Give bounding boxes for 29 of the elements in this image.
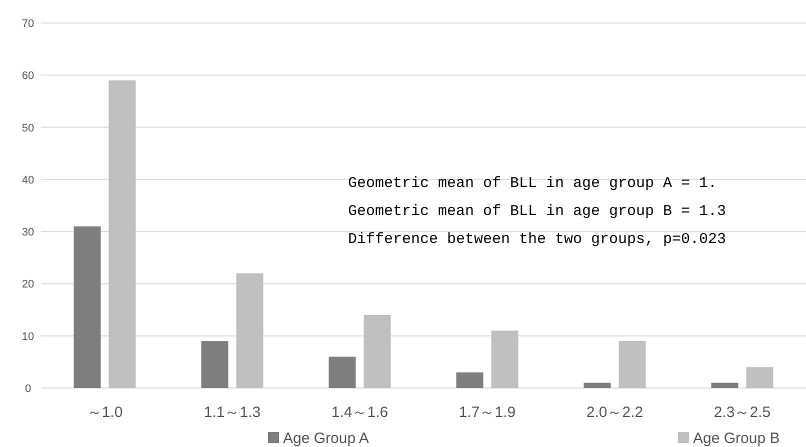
bar: [711, 382, 738, 388]
y-tick-label: 40: [22, 174, 34, 186]
x-tick-label: ～1.0: [86, 404, 123, 421]
y-tick-label: 50: [22, 122, 34, 134]
bar: [618, 341, 646, 388]
bar: [328, 356, 356, 388]
y-tick-label: 20: [22, 278, 34, 291]
bar: [364, 315, 391, 388]
bar: [584, 382, 611, 388]
y-tick-label: 60: [22, 70, 34, 82]
x-tick-label: 1.4～1.6: [331, 404, 388, 421]
bar: [456, 372, 484, 388]
y-tick-label: 0: [24, 383, 32, 395]
x-tick-label: 2.0～2.2: [586, 404, 644, 421]
bar: [491, 330, 518, 388]
bar: [74, 226, 101, 388]
y-tick-label: 70: [22, 18, 34, 30]
x-tick-label: 1.7～1.9: [458, 404, 516, 421]
bar: [746, 367, 774, 388]
x-tick-label: 2.3～2.5: [714, 404, 771, 421]
x-tick-label: 1.1～1.3: [204, 404, 261, 421]
bar: [201, 341, 228, 388]
y-tick-label: 30: [22, 226, 34, 239]
bar: [108, 80, 136, 388]
bar: [236, 273, 264, 388]
annotation: Geometric mean of BLL in age group A = 1.: [348, 175, 718, 192]
y-tick-label: 10: [22, 330, 34, 343]
annotation: Difference between the two groups, p=0.023: [348, 231, 726, 248]
annotation: Geometric mean of BLL in age group B = 1.3: [348, 203, 726, 220]
